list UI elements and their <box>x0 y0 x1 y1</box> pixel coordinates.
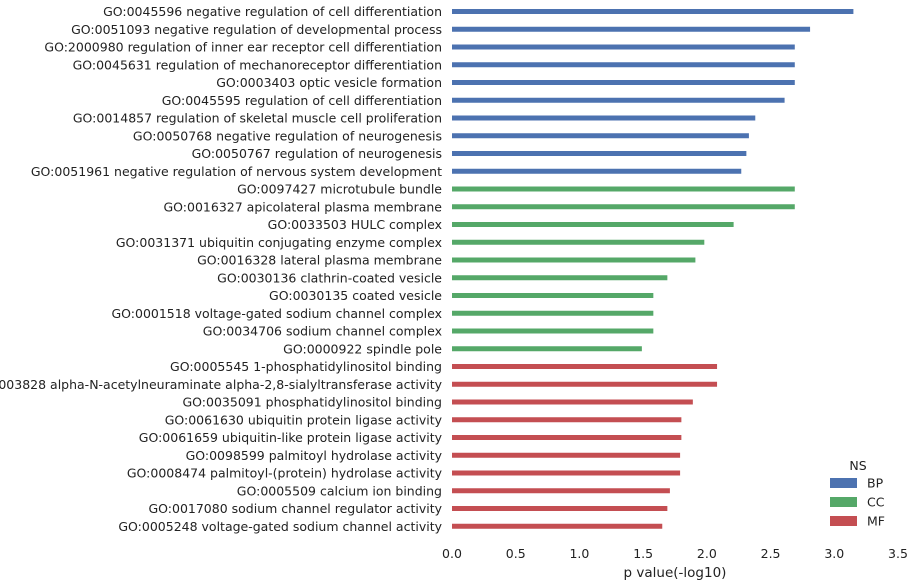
bar-cc <box>452 257 696 263</box>
bar-bp <box>452 151 747 156</box>
bar-bp <box>452 133 749 139</box>
bar-mf <box>452 506 668 511</box>
category-label: GO:0045631 regulation of mechanoreceptor… <box>73 57 442 72</box>
bars-layer <box>452 9 854 529</box>
category-label: GO:0061630 ubiquitin protein ligase acti… <box>165 412 443 427</box>
bar-mf <box>452 399 693 405</box>
bar-mf <box>452 417 682 423</box>
bar-mf <box>452 435 682 440</box>
x-tick-labels-layer: 0.0 0.5 1.0 1.5 2.0 2.5 3.0 3.5 <box>442 546 908 561</box>
category-label: GO:0035091 phosphatidylinositol binding <box>183 395 443 410</box>
bar-cc <box>452 310 654 316</box>
category-label: GO:0016328 lateral plasma membrane <box>197 253 442 268</box>
category-label: GO:0001518 voltage-gated sodium channel … <box>111 306 442 321</box>
category-label: GO:0050767 regulation of neurogenesis <box>192 146 442 161</box>
bar-bp <box>452 44 795 50</box>
x-tick-label: 2.5 <box>761 546 781 561</box>
category-label: GO:0005248 voltage-gated sodium channel … <box>118 519 442 534</box>
category-label: GO:0008474 palmitoyl-(protein) hydrolase… <box>127 466 443 481</box>
x-tick-label: 3.0 <box>824 546 844 561</box>
bar-mf <box>452 488 670 494</box>
category-label: GO:0050768 negative regulation of neurog… <box>133 128 442 143</box>
bar-cc <box>452 186 795 192</box>
bar-cc <box>452 275 668 281</box>
x-tick-label: 3.5 <box>888 546 908 561</box>
category-labels-layer: GO:0045596 negative regulation of cell d… <box>0 4 443 534</box>
category-label: GO:0005545 1-phosphatidylinositol bindin… <box>170 359 442 374</box>
category-label: GO:0098599 palmitoyl hydrolase activity <box>186 448 443 463</box>
category-label: GO:0045596 negative regulation of cell d… <box>103 4 442 19</box>
x-tick-label: 2.0 <box>697 546 717 561</box>
category-label: GO:0061659 ubiquitin-like protein ligase… <box>139 430 443 445</box>
bar-bp <box>452 168 742 174</box>
bar-cc <box>452 346 642 352</box>
legend-label-cc: CC <box>867 495 885 510</box>
category-label: GO:0016327 apicolateral plasma membrane <box>164 199 443 214</box>
legend: NS BP CC MF <box>830 458 885 529</box>
category-label: GO:0003828 alpha-N-acetylneuraminate alp… <box>0 377 443 392</box>
legend-swatch-bp <box>830 478 857 488</box>
bar-cc <box>452 239 705 245</box>
bar-bp <box>452 115 756 121</box>
category-label: GO:0017080 sodium channel regulator acti… <box>148 501 442 516</box>
x-axis-title: p value(-log10) <box>624 565 727 581</box>
bar-bp <box>452 26 811 32</box>
legend-label-mf: MF <box>867 514 885 529</box>
legend-swatch-cc <box>830 497 857 507</box>
category-label: GO:0051093 negative regulation of develo… <box>71 22 442 37</box>
bar-bp <box>452 97 785 103</box>
x-tick-label: 1.0 <box>569 546 589 561</box>
bar-mf <box>452 470 681 476</box>
category-label: GO:0030136 clathrin-coated vesicle <box>217 270 442 285</box>
category-label: GO:0030135 coated vesicle <box>269 288 442 303</box>
category-label: GO:0033503 HULC complex <box>268 217 442 232</box>
bar-cc <box>452 204 795 210</box>
bar-bp <box>452 62 795 68</box>
category-label: GO:0005509 calcium ion binding <box>237 483 442 498</box>
category-label: GO:0031371 ubiquitin conjugating enzyme … <box>116 235 442 250</box>
bar-bp <box>452 9 854 14</box>
legend-title: NS <box>849 458 866 473</box>
bar-mf <box>452 452 681 458</box>
category-label: GO:0034706 sodium channel complex <box>203 324 442 339</box>
category-label: GO:2000980 regulation of inner ear recep… <box>44 40 442 55</box>
legend-label-bp: BP <box>867 476 884 491</box>
x-tick-label: 0.5 <box>506 546 526 561</box>
bar-mf <box>452 364 718 369</box>
bar-cc <box>452 293 654 298</box>
category-label: GO:0097427 microtubule bundle <box>237 182 442 197</box>
category-label: GO:0045595 regulation of cell differenti… <box>162 93 442 108</box>
category-label: GO:0014857 regulation of skeletal muscle… <box>73 111 442 126</box>
category-label: GO:0000922 spindle pole <box>283 341 442 356</box>
legend-swatch-mf <box>830 516 857 526</box>
x-tick-label: 1.5 <box>633 546 653 561</box>
bar-bp <box>452 80 795 85</box>
x-tick-label: 0.0 <box>442 546 462 561</box>
category-label: GO:0003403 optic vesicle formation <box>216 75 442 90</box>
bar-cc <box>452 222 734 227</box>
bar-mf <box>452 381 718 387</box>
bar-mf <box>452 523 663 529</box>
bar-cc <box>452 328 654 334</box>
category-label: GO:0051961 negative regulation of nervou… <box>31 164 442 179</box>
